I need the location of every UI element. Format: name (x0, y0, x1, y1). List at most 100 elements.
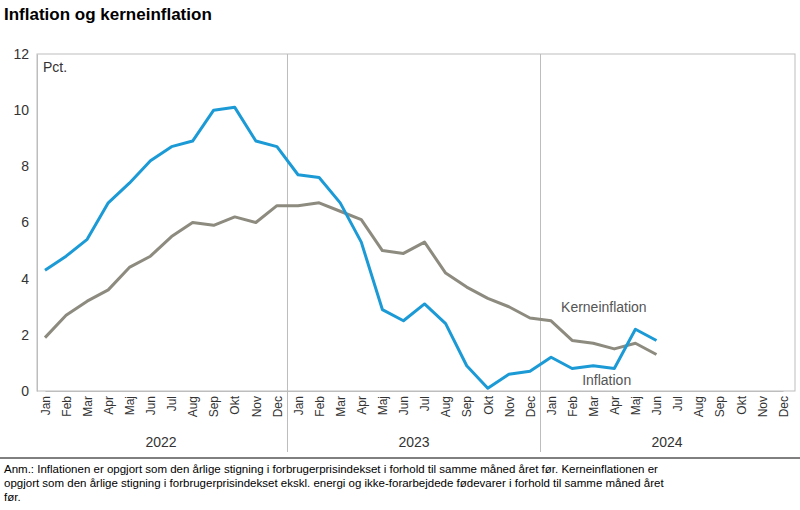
y-tick: 4 (21, 271, 37, 287)
y-tick: 12 (13, 46, 37, 62)
x-tick: Sep (207, 391, 221, 417)
x-tick-label: Dec (524, 396, 538, 417)
x-tick: Dec (524, 391, 538, 417)
x-tick: Dec (777, 391, 791, 417)
x-tick-label: Okt (228, 395, 242, 414)
x-tick: Apr (355, 391, 369, 415)
year-label: 2022 (145, 434, 176, 450)
x-tick-label: Feb (60, 396, 74, 417)
series-line (45, 107, 656, 388)
y-tick: 0 (21, 383, 37, 399)
x-tick: Feb (566, 391, 580, 417)
x-tick: Nov (250, 391, 264, 417)
note-line: opgjort som den årlige stigning i forbru… (4, 477, 664, 489)
plot-frame (37, 54, 795, 391)
x-tick-label: Apr (608, 396, 622, 415)
x-tick-label: Nov (250, 396, 264, 417)
x-tick-label: Jan (292, 396, 306, 415)
year-label: 2023 (398, 434, 429, 450)
y-tick: 8 (21, 158, 37, 174)
year-separator (540, 54, 541, 452)
x-tick-label: Jul (671, 396, 685, 411)
chart-svg: Inflation og kerneinflation 0 2 4 6 8 10 12 Pct.… (0, 0, 800, 510)
x-tick: Jul (165, 391, 179, 411)
x-tick-label: Jun (144, 396, 158, 415)
x-tick: Aug (186, 391, 200, 417)
year-label: 2024 (651, 434, 682, 450)
y-tick-label: 0 (21, 383, 29, 399)
x-tick: Apr (608, 391, 622, 415)
x-tick-label: Sep (207, 396, 221, 418)
x-tick: Maj (629, 391, 643, 415)
x-tick-label: Sep (460, 396, 474, 418)
x-axis: Jan Feb Mar Apr Maj Jun Jul Aug Sep Okt Nov Dec Jan F… (39, 391, 791, 417)
x-tick: Jul (671, 391, 685, 411)
x-tick: Nov (503, 391, 517, 417)
y-tick: 10 (13, 102, 37, 118)
y-axis-line (37, 55, 38, 392)
x-tick-label: Maj (376, 396, 390, 415)
x-tick-label: Jun (397, 396, 411, 415)
x-tick: Feb (60, 391, 74, 417)
x-tick: Mar (81, 391, 95, 417)
x-tick: Okt (228, 391, 242, 415)
y-tick-label: 2 (21, 327, 29, 343)
x-tick: Apr (102, 391, 116, 415)
x-tick: Aug (439, 391, 453, 417)
x-tick-label: Aug (439, 396, 453, 417)
x-tick-label: Mar (587, 396, 601, 417)
x-tick-label: Nov (756, 396, 770, 417)
x-tick-label: Dec (271, 396, 285, 417)
x-tick-label: Okt (482, 395, 496, 414)
x-tick-label: Aug (186, 396, 200, 417)
y-tick: 6 (21, 214, 37, 230)
x-tick-label: Jun (650, 396, 664, 415)
x-tick: Jul (418, 391, 432, 411)
x-tick-label: Feb (313, 396, 327, 417)
x-tick: Aug (692, 391, 706, 417)
y-tick-label: 8 (21, 158, 29, 174)
chart-title: Inflation og kerneinflation (4, 5, 212, 24)
x-tick: Maj (123, 391, 137, 415)
year-separators (287, 54, 540, 452)
x-tick: Dec (271, 391, 285, 417)
y-tick-label: 4 (21, 271, 29, 287)
x-tick: Jan (545, 391, 559, 415)
y-axis: 0 2 4 6 8 10 12 (13, 46, 37, 399)
x-tick: Jan (292, 391, 306, 415)
y-tick-label: 6 (21, 214, 29, 230)
x-tick: Sep (460, 391, 474, 417)
x-tick: Feb (313, 391, 327, 417)
series-labels: InflationKerneinflation (561, 299, 647, 388)
note-rule (0, 458, 800, 459)
x-tick: Maj (376, 391, 390, 415)
x-tick-label: Aug (692, 396, 706, 417)
y-axis-title: Pct. (43, 59, 67, 75)
x-tick: Jan (39, 391, 53, 415)
x-tick-label: Jul (418, 396, 432, 411)
x-tick-label: Apr (102, 396, 116, 415)
note: Anm.: Inflationen er opgjort som den årl… (4, 463, 664, 503)
x-tick: Mar (587, 391, 601, 417)
x-tick-label: Jul (165, 396, 179, 411)
y-tick: 2 (21, 327, 37, 343)
x-tick-label: Feb (566, 396, 580, 417)
x-tick: Nov (756, 391, 770, 417)
x-tick: Jun (144, 391, 158, 415)
x-tick-label: Dec (777, 396, 791, 417)
y-tick-label: 12 (13, 46, 29, 62)
x-tick: Okt (482, 391, 496, 415)
x-tick-label: Mar (334, 396, 348, 417)
x-tick-label: Nov (503, 396, 517, 417)
chart-container: Inflation og kerneinflation 0 2 4 6 8 10 12 Pct.… (0, 0, 800, 510)
year-labels: 2022 2023 2024 (145, 434, 682, 450)
x-axis-line (46, 391, 784, 392)
year-separator (287, 54, 288, 452)
x-tick: Jun (650, 391, 664, 415)
x-tick: Mar (334, 391, 348, 417)
series-label: Kerneinflation (561, 299, 647, 315)
x-tick: Okt (735, 391, 749, 415)
x-tick: Jun (397, 391, 411, 415)
y-tick-label: 10 (13, 102, 29, 118)
x-tick-label: Okt (735, 395, 749, 414)
